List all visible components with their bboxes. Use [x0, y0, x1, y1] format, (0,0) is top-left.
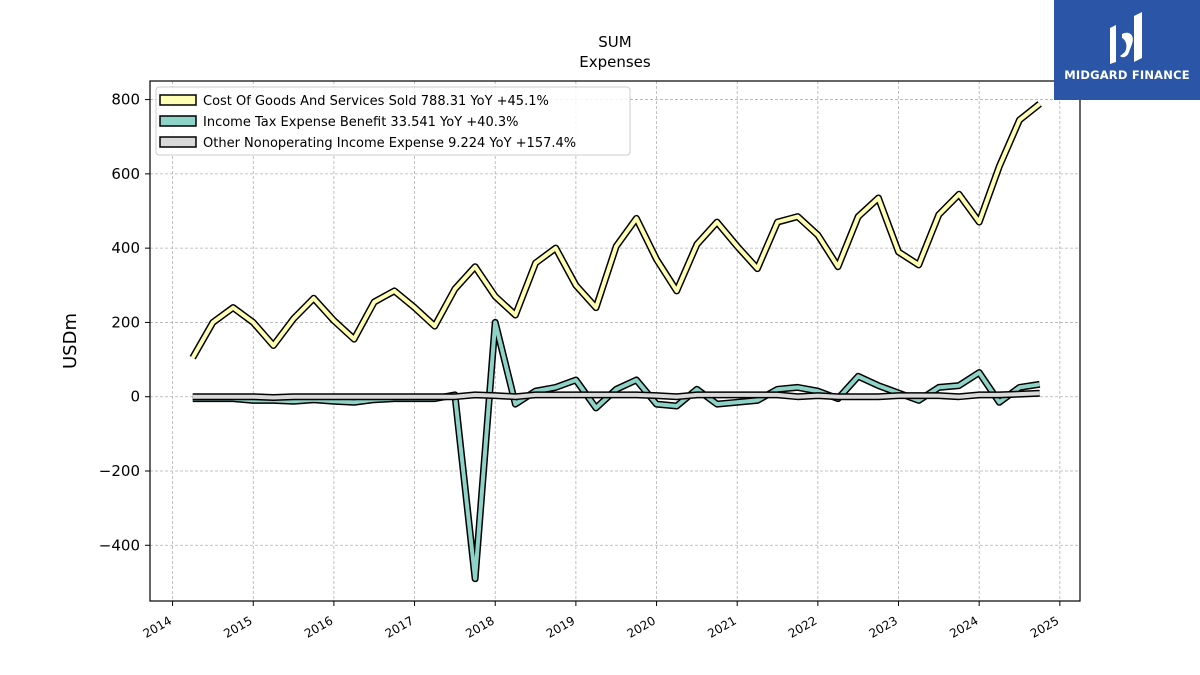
logo-mark-icon — [1110, 12, 1142, 64]
x-tick-label: 2020 — [625, 613, 658, 640]
series-line-2 — [192, 320, 1041, 581]
y-axis-label: USDm — [60, 313, 81, 369]
y-tick-label: −200 — [99, 462, 140, 480]
gridlines — [150, 81, 1080, 601]
legend-box — [155, 86, 631, 156]
y-tick-label: 200 — [111, 313, 140, 331]
x-tick-label: 2021 — [705, 613, 738, 640]
legend-swatch — [159, 94, 197, 106]
y-tick-label: 400 — [111, 239, 140, 257]
x-tick-label: 2015 — [221, 613, 254, 640]
x-tick-label: 2016 — [302, 613, 335, 640]
brand-logo: MIDGARD FINANCE — [1054, 0, 1200, 100]
x-tick-label: 2019 — [544, 613, 577, 640]
legend-entry: Income Tax Expense Benefit 33.541 YoY +4… — [203, 115, 518, 130]
legend-entry: Other Nonoperating Income Expense 9.224 … — [203, 136, 576, 151]
y-tick-label: 0 — [130, 388, 140, 406]
x-tick-label: 2014 — [141, 613, 174, 640]
x-tick-label: 2024 — [947, 613, 980, 640]
series-line-1 — [190, 102, 1041, 359]
series-outline — [192, 318, 1041, 583]
chart-subtitle: Expenses — [579, 53, 651, 71]
chart-title: SUM — [598, 33, 631, 51]
x-tick-label: 2025 — [1028, 613, 1061, 640]
plot-frame — [149, 80, 1081, 602]
y-axis-ticks: 800 600 400 200 0 −200 −400 — [99, 91, 150, 554]
y-tick-label: 800 — [111, 91, 140, 109]
legend-swatch — [159, 115, 197, 127]
x-tick-label: 2023 — [867, 613, 900, 640]
x-axis-ticks: 2014 2015 2016 2017 2018 2019 2020 2021 2022 2023… — [141, 601, 1061, 641]
legend-entry: Cost Of Goods And Services Sold 788.31 Y… — [203, 94, 549, 109]
x-tick-label: 2018 — [463, 613, 496, 640]
x-tick-label: 2022 — [786, 613, 819, 640]
y-tick-label: −400 — [99, 536, 140, 554]
legend: Cost Of Goods And Services Sold 788.31 Y… — [155, 86, 631, 156]
logo-text: MIDGARD FINANCE — [1064, 68, 1190, 82]
series-line-3 — [192, 391, 1040, 400]
x-tick-label: 2017 — [383, 613, 416, 640]
legend-swatch — [159, 136, 197, 148]
y-tick-label: 600 — [111, 165, 140, 183]
series-lines — [189, 101, 1042, 583]
